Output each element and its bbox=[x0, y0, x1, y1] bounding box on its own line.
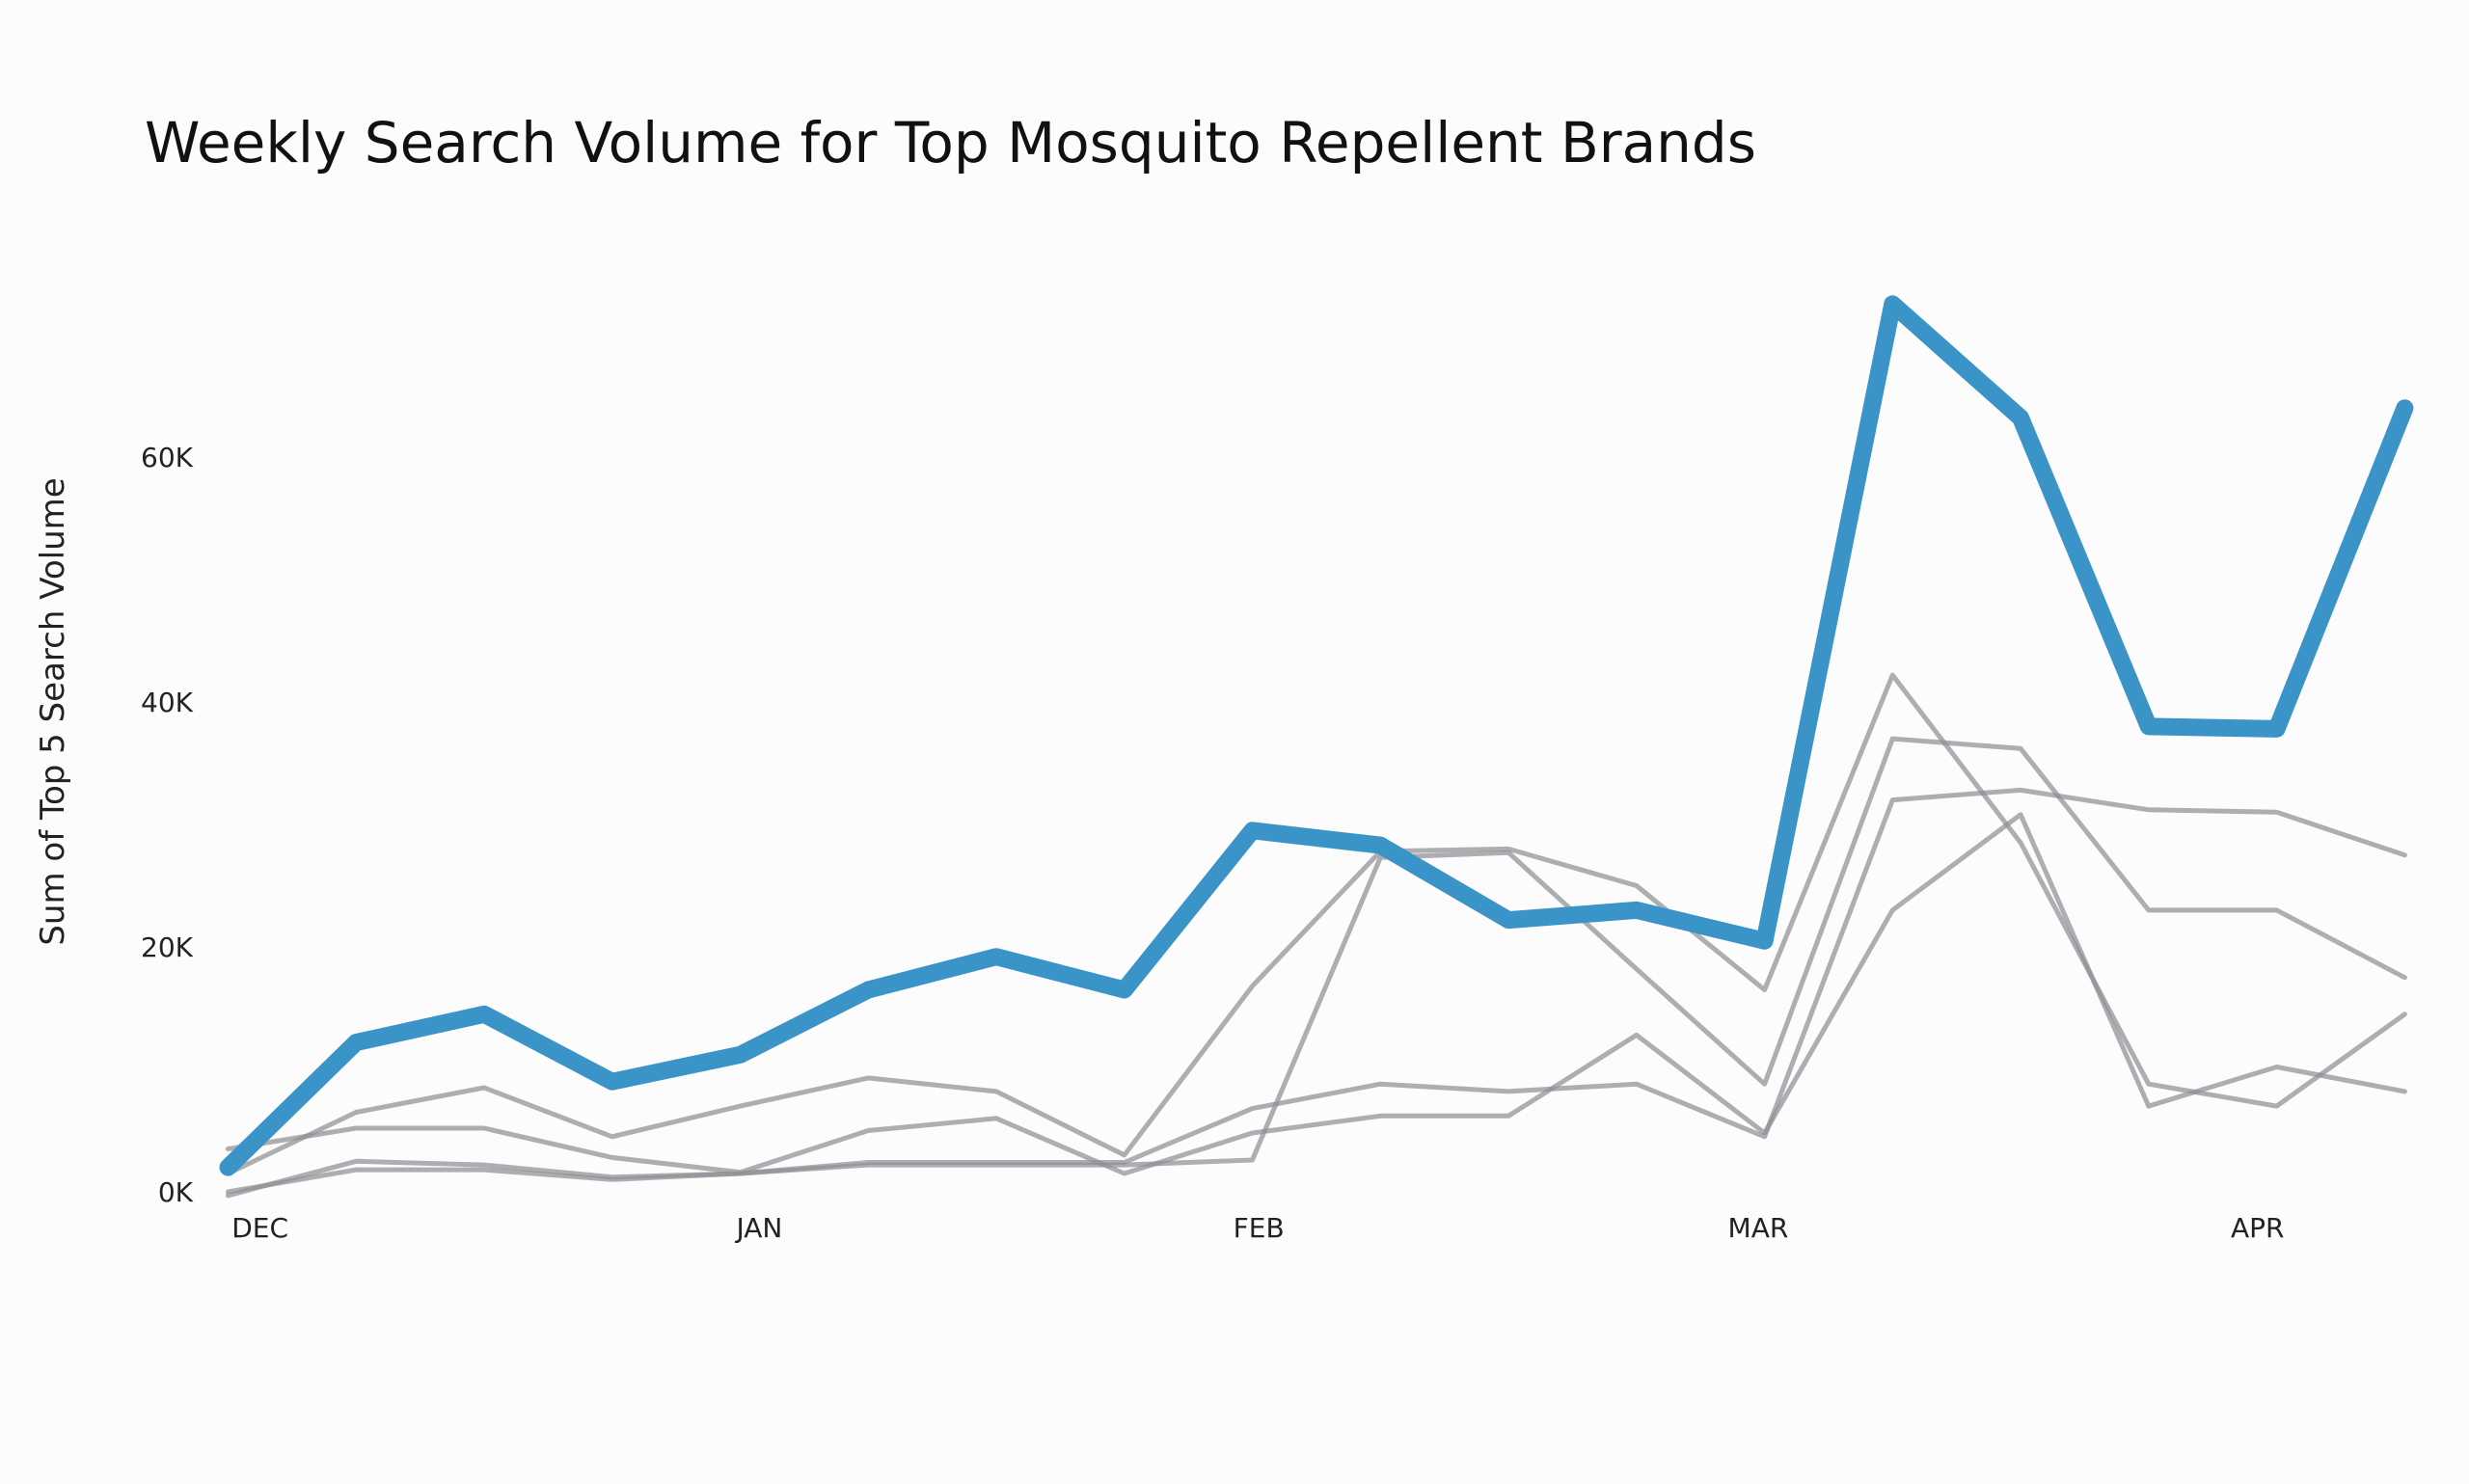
y-axis-title: Sum of Top 5 Search Volume bbox=[34, 477, 72, 945]
highlight-series-group bbox=[219, 295, 2414, 1176]
y-tick-label: 0K bbox=[158, 1176, 194, 1208]
series-line-3 bbox=[226, 812, 2407, 1176]
x-tick-label: MAR bbox=[1728, 1212, 1789, 1244]
x-tick-label: FEB bbox=[1234, 1212, 1285, 1244]
x-tick-label: JAN bbox=[734, 1212, 782, 1244]
series-line-4 bbox=[226, 787, 2407, 1195]
y-axis-ticks: 0K 20K 40K 60K bbox=[141, 442, 194, 1208]
x-tick-label: APR bbox=[2231, 1212, 2285, 1244]
y-tick-label: 20K bbox=[141, 931, 194, 963]
series-line-highlighted bbox=[219, 295, 2414, 1176]
x-tick-label: DEC bbox=[231, 1212, 288, 1244]
y-tick-label: 60K bbox=[141, 442, 194, 473]
series-line-5 bbox=[226, 736, 2407, 1199]
x-axis-ticks: DEC JAN FEB MAR APR bbox=[231, 1212, 2284, 1244]
series-line-2 bbox=[226, 672, 2407, 1176]
chart-title: Weekly Search Volume for Top Mosquito Re… bbox=[145, 110, 1756, 175]
muted-series-group bbox=[226, 672, 2407, 1199]
y-tick-label: 40K bbox=[141, 687, 194, 718]
